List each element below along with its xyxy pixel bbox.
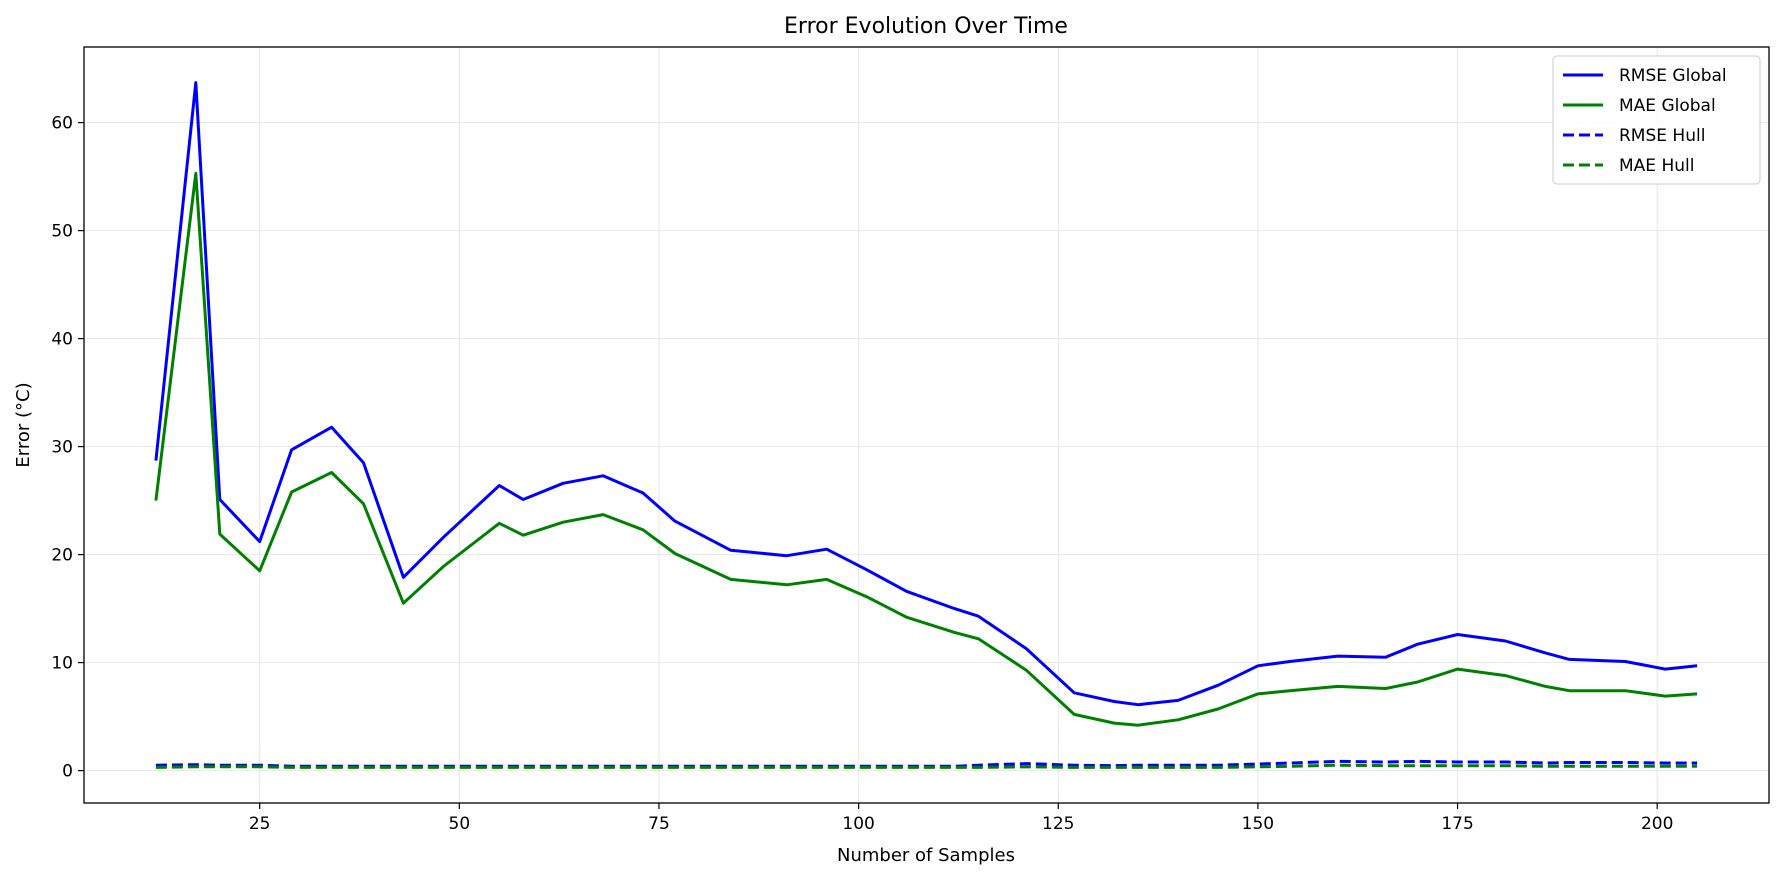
legend-entry: RMSE Hull [1619, 126, 1705, 146]
legend-box [1552, 55, 1761, 185]
x-tick-label: 50 [449, 814, 471, 834]
legend: RMSE Global MAE Global RMSE Hull MAE Hull [1552, 55, 1761, 185]
legend-entry: RMSE Global [1619, 66, 1727, 86]
x-tick-label: 25 [249, 814, 271, 834]
y-tick-label: 60 [51, 114, 73, 134]
x-tick-label: 175 [1441, 814, 1473, 834]
x-axis-ticks: 25 50 75 100 125 150 175 200 [249, 803, 1673, 834]
series-line-rmse-hull [155, 759, 1698, 768]
legend-entry: MAE Hull [1619, 156, 1694, 176]
x-tick-label: 150 [1242, 814, 1274, 834]
chart-title: Error Evolution Over Time [784, 14, 1068, 39]
x-tick-label: 100 [842, 814, 874, 834]
y-tick-label: 40 [51, 330, 73, 350]
series-layer [154, 81, 1698, 769]
y-tick-label: 0 [62, 762, 73, 782]
x-tick-label: 75 [648, 814, 670, 834]
series-line-mae-hull [155, 763, 1698, 769]
legend-entry: MAE Global [1619, 96, 1716, 116]
y-tick-label: 30 [51, 438, 73, 458]
x-tick-label: 125 [1042, 814, 1074, 834]
x-tick-label: 200 [1641, 814, 1673, 834]
x-axis-label: Number of Samples [837, 845, 1015, 866]
y-tick-label: 10 [51, 654, 73, 674]
plot-frame [83, 46, 1770, 804]
y-tick-label: 50 [51, 222, 73, 242]
y-axis-label: Error (°C) [13, 382, 34, 467]
series-line-rmse-global [154, 81, 1698, 707]
grid [84, 47, 1769, 803]
y-axis-ticks: 0 10 20 30 40 50 60 [51, 114, 84, 782]
series-line-mae-global [154, 171, 1698, 727]
y-tick-label: 20 [51, 546, 73, 566]
